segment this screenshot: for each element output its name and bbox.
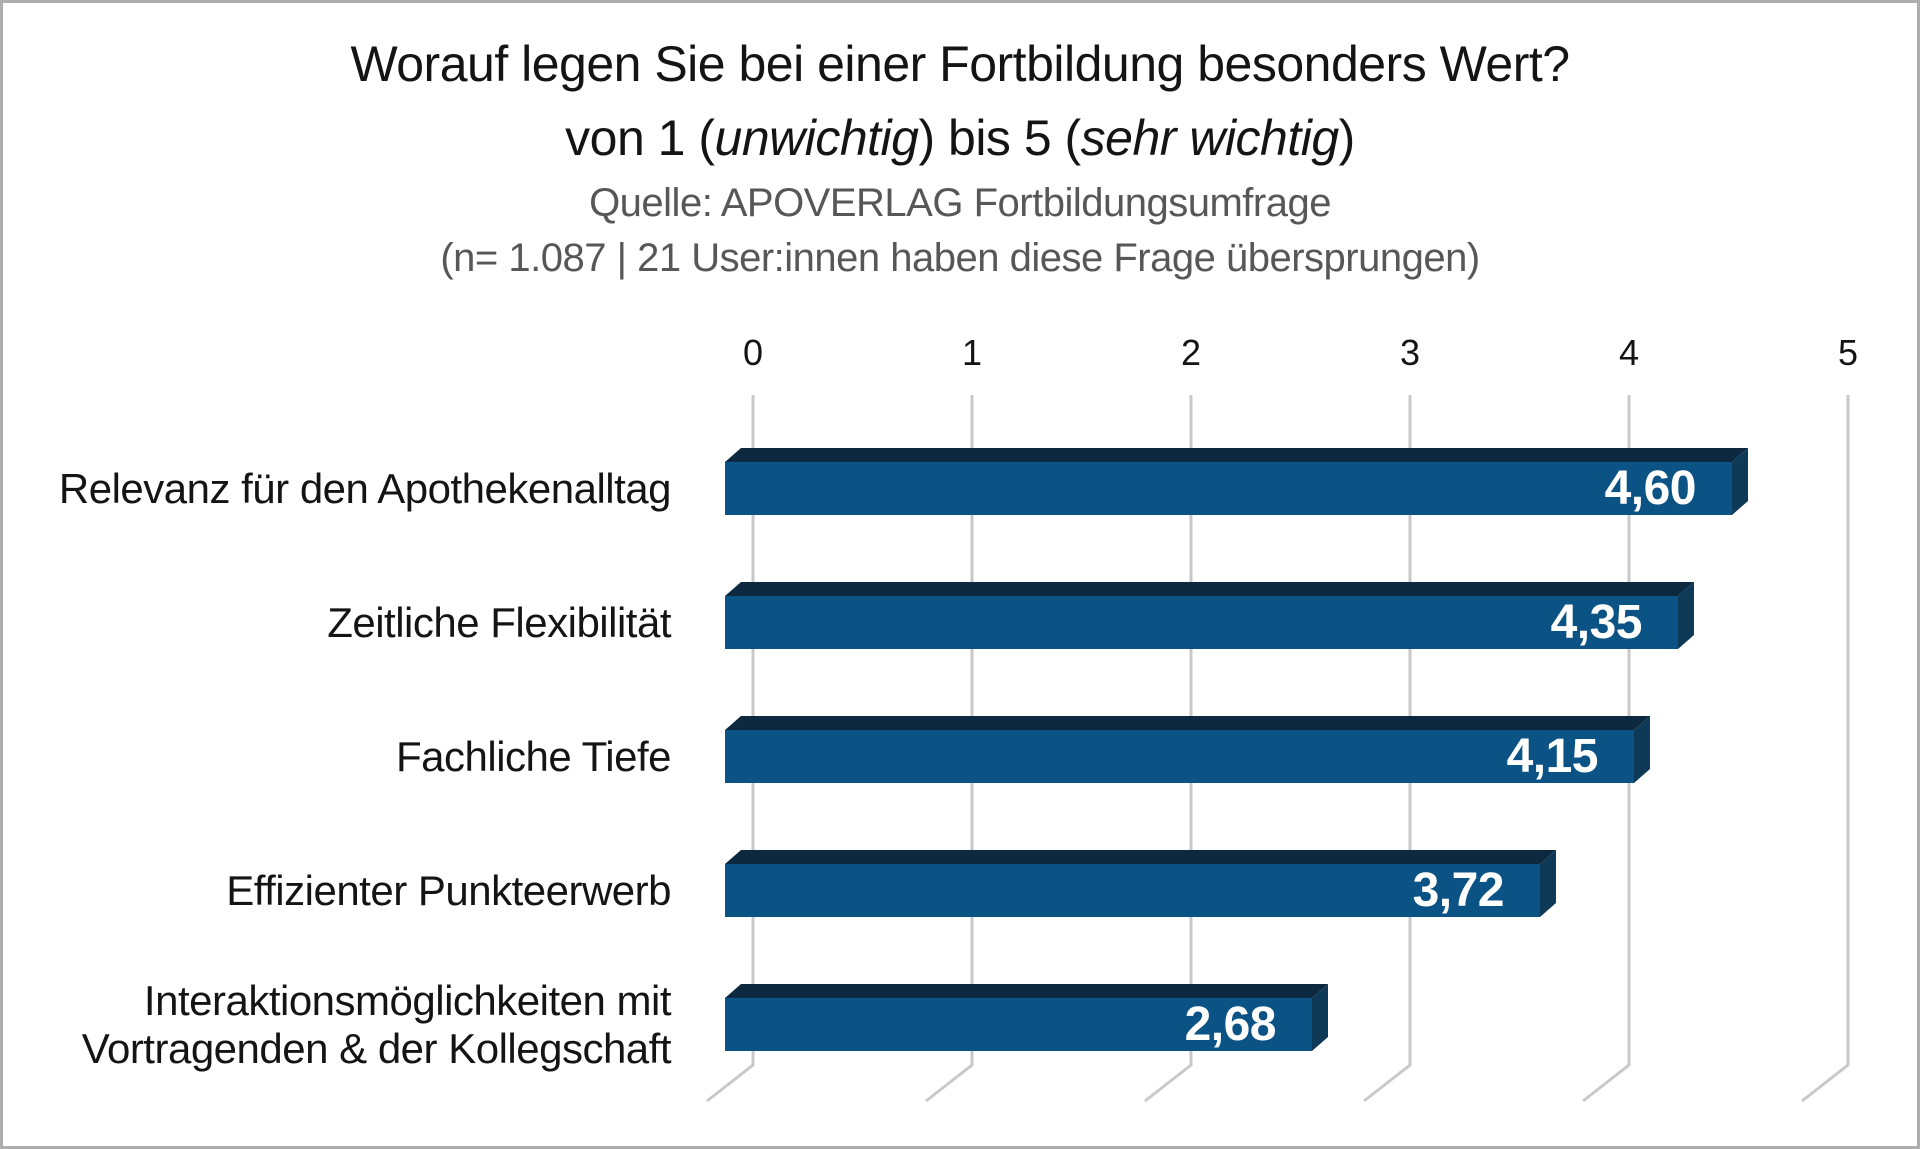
bar-value-label-1: 4,35 (1550, 596, 1643, 649)
bar-4: 2,68 (725, 998, 1312, 1051)
category-label-line: Vortragenden & der Kollegschaft (81, 1024, 672, 1072)
bar-side-face-2 (1634, 715, 1650, 783)
x-tick-label-3: 3 (1399, 332, 1421, 373)
x-tick-label-4: 4 (1618, 332, 1640, 373)
scale-subtitle-part: ) bis 5 ( (918, 110, 1081, 166)
bar-side-face-4 (1312, 983, 1328, 1051)
gridline-5 (1801, 395, 1850, 1103)
bar-top-face-2 (725, 716, 1650, 730)
category-label-3: Effizienter Punkteerwerb (23, 867, 671, 915)
category-label-1: Zeitliche Flexibilität (23, 599, 671, 647)
category-label-line: Relevanz für den Apothekenalltag (58, 464, 672, 512)
category-label-line: Fachliche Tiefe (396, 732, 671, 780)
category-label-4: Interaktionsmöglichkeiten mit Vortragende… (23, 976, 672, 1073)
category-label-line: Zeitliche Flexibilität (327, 598, 671, 646)
bar-0: 4,60 (725, 462, 1732, 515)
category-label-2: Fachliche Tiefe (23, 733, 671, 781)
chart-title: Worauf legen Sie bei einer Fortbildung b… (350, 36, 1570, 92)
x-tick-label-1: 1 (961, 332, 983, 373)
bar-1: 4,35 (725, 596, 1678, 649)
bar-value-label-3: 3,72 (1412, 864, 1505, 917)
bar-top-face-1 (725, 582, 1694, 596)
x-tick-label-0: 0 (742, 332, 764, 373)
bar-side-face-0 (1732, 447, 1748, 515)
bar-value-label-2: 4,15 (1506, 730, 1599, 783)
chart-sample-note: (n= 1.087 | 21 User:innen haben diese Fr… (440, 236, 1480, 280)
plot-area: 0 1 2 3 4 5 4,60 Relevanz für den Apothekenallt… (3, 3, 1920, 1149)
bar-side-face-1 (1678, 581, 1694, 649)
bar-top-face-3 (725, 850, 1556, 864)
bar-value-label-0: 4,60 (1604, 462, 1697, 515)
category-label-0: Relevanz für den Apothekenalltag (23, 464, 672, 513)
chart-scale-subtitle: von 1 (unwichtig) bis 5 (sehr wichtig) (3, 107, 1917, 169)
x-tick-label-2: 2 (1180, 332, 1202, 373)
bar-side-face-3 (1540, 849, 1556, 917)
scale-subtitle-part: von 1 ( (565, 110, 715, 166)
bar-top-face-0 (725, 448, 1748, 462)
scale-subtitle-italic-unwichtig: unwichtig (714, 110, 919, 166)
bar-3: 3,72 (725, 864, 1540, 917)
x-tick-label-5: 5 (1837, 332, 1859, 373)
bar-top-face-4 (725, 984, 1328, 998)
category-label-line: Interaktionsmöglichkeiten mit (143, 976, 672, 1024)
category-label-line: Effizienter Punkteerwerb (226, 866, 671, 914)
scale-subtitle-part: ) (1338, 110, 1356, 166)
chart-source: Quelle: APOVERLAG Fortbildungsumfrage (589, 181, 1331, 225)
bar-value-label-4: 2,68 (1184, 998, 1277, 1051)
bar-2: 4,15 (725, 730, 1634, 783)
scale-subtitle-italic-sehr-wichtig: sehr wichtig (1080, 110, 1340, 166)
